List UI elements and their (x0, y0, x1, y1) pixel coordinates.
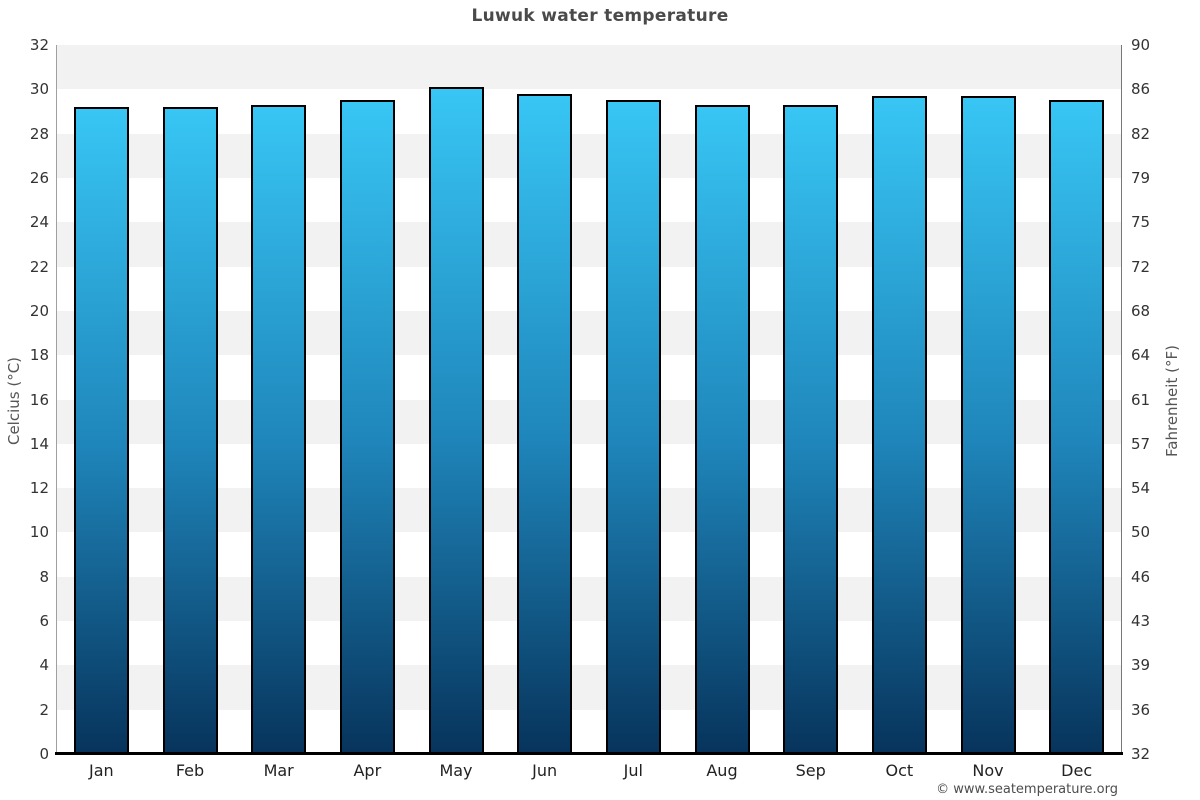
chart-title: Luwuk water temperature (471, 6, 729, 26)
month-label-oct: Oct (885, 761, 914, 780)
bar-jun (517, 93, 573, 754)
plot-band (57, 665, 1121, 710)
celsius-tick-12: 12 (29, 479, 49, 498)
plot-band (57, 443, 1121, 489)
celsius-tick-8: 8 (39, 567, 49, 586)
fahrenheit-tick-61: 61 (1131, 390, 1151, 409)
plot-band (57, 45, 1121, 90)
celsius-tick-28: 28 (29, 124, 49, 143)
x-axis-line (55, 752, 1123, 755)
month-label-jan: Jan (88, 761, 114, 780)
fahrenheit-tick-64: 64 (1131, 346, 1151, 365)
bar-apr (339, 100, 395, 754)
bar-jul (605, 100, 661, 754)
left-axis-line (56, 45, 57, 754)
plot-band (57, 709, 1121, 754)
celsius-tick-32: 32 (29, 36, 49, 54)
month-label-dec: Dec (1061, 761, 1093, 780)
month-label-feb: Feb (175, 761, 205, 780)
right-axis-line (1121, 45, 1122, 754)
fahrenheit-tick-54: 54 (1131, 479, 1151, 498)
plot-band (57, 488, 1121, 533)
plot-band (57, 355, 1121, 400)
bar-sep (783, 104, 839, 754)
plot-band (57, 89, 1121, 134)
celsius-tick-4: 4 (39, 656, 49, 675)
fahrenheit-tick-68: 68 (1131, 301, 1151, 320)
month-label-may: May (439, 761, 473, 780)
fahrenheit-tick-46: 46 (1131, 567, 1151, 586)
bar-jan (73, 107, 129, 754)
fahrenheit-tick-43: 43 (1131, 612, 1151, 631)
celsius-tick-30: 30 (29, 80, 49, 99)
celsius-tick-20: 20 (29, 301, 49, 320)
plot-band (57, 310, 1121, 356)
month-label-jun: Jun (532, 761, 558, 780)
copyright-text: © www.seatemperature.org (936, 782, 1118, 797)
plot-band (57, 621, 1121, 666)
month-label-apr: Apr (353, 761, 382, 780)
bar-dec (1049, 100, 1105, 754)
bar-mar (251, 104, 307, 754)
bar-oct (871, 95, 927, 754)
month-label-nov: Nov (972, 761, 1004, 780)
fahrenheit-tick-82: 82 (1131, 124, 1151, 143)
celsius-tick-14: 14 (29, 434, 49, 453)
plot-band (57, 133, 1121, 178)
month-label-aug: Aug (706, 761, 738, 780)
fahrenheit-tick-86: 86 (1131, 80, 1151, 99)
plot-band (57, 576, 1121, 622)
celsius-tick-26: 26 (29, 168, 49, 187)
month-label-mar: Mar (263, 761, 294, 780)
celsius-tick-18: 18 (29, 346, 49, 365)
month-label-jul: Jul (623, 761, 643, 780)
plot-band (57, 266, 1121, 311)
celsius-tick-16: 16 (29, 390, 49, 409)
plot-band (57, 177, 1121, 223)
bar-may (428, 87, 484, 754)
fahrenheit-tick-57: 57 (1131, 434, 1151, 453)
celsius-tick-0: 0 (39, 745, 49, 763)
fahrenheit-tick-90: 90 (1131, 36, 1151, 54)
fahrenheit-tick-50: 50 (1131, 523, 1151, 542)
celsius-tick-6: 6 (39, 612, 49, 631)
fahrenheit-tick-79: 79 (1131, 168, 1151, 187)
plot-band (57, 222, 1121, 267)
plot-band (57, 399, 1121, 444)
bar-nov (960, 95, 1016, 754)
fahrenheit-tick-36: 36 (1131, 700, 1151, 719)
celsius-tick-22: 22 (29, 257, 49, 276)
fahrenheit-tick-32: 32 (1131, 745, 1151, 763)
fahrenheit-tick-72: 72 (1131, 257, 1151, 276)
celsius-tick-2: 2 (39, 700, 49, 719)
plot-band (57, 532, 1121, 577)
plot-area (57, 45, 1121, 754)
fahrenheit-tick-75: 75 (1131, 213, 1151, 232)
bar-aug (694, 104, 750, 754)
bar-feb (162, 107, 218, 754)
celsius-tick-24: 24 (29, 213, 49, 232)
fahrenheit-tick-39: 39 (1131, 656, 1151, 675)
celsius-tick-10: 10 (29, 523, 49, 542)
month-label-sep: Sep (795, 761, 826, 780)
